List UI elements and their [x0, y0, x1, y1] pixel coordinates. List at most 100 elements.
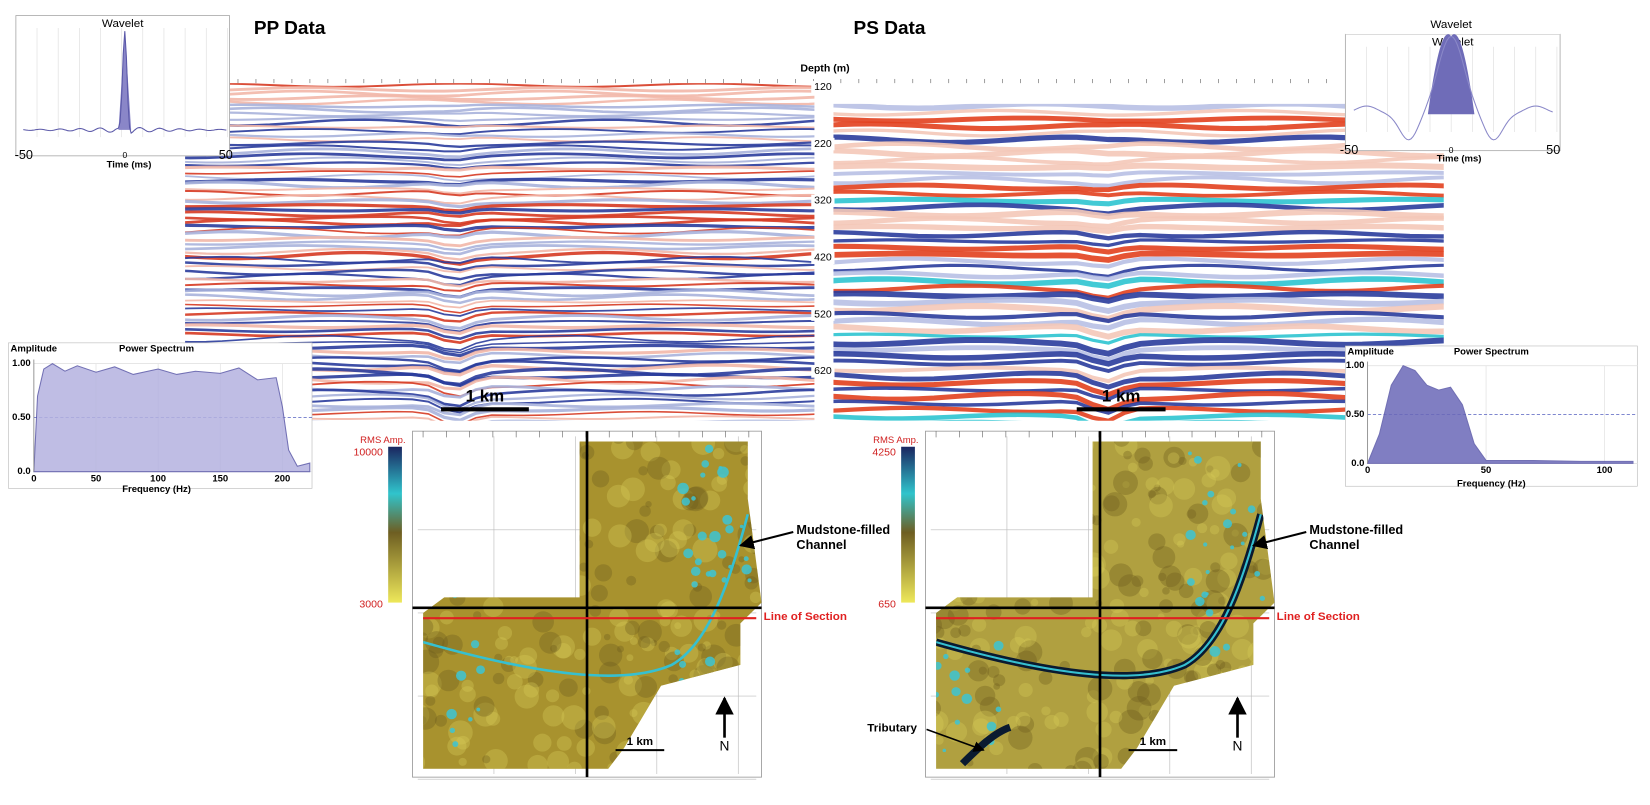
- reflector: [185, 282, 815, 292]
- spectrum-area: [33, 363, 311, 473]
- map-texture: [1215, 659, 1226, 670]
- reflector: [833, 170, 1444, 178]
- section-title: PS Data: [854, 17, 926, 38]
- map-anomaly: [1205, 592, 1209, 596]
- map-texture: [1084, 617, 1097, 629]
- map-texture: [1064, 765, 1078, 769]
- map-texture: [635, 539, 659, 563]
- map-texture: [749, 591, 762, 604]
- map-texture: [1230, 463, 1251, 483]
- reflector: [185, 230, 815, 240]
- map-texture: [1165, 620, 1183, 637]
- map-texture: [978, 666, 987, 675]
- map-texture: [1138, 704, 1153, 718]
- reflector: [833, 337, 1444, 357]
- annotation-arrow: [738, 530, 794, 550]
- reflector: [185, 327, 815, 341]
- map-anomaly: [1207, 490, 1215, 498]
- spectrum-y-tick-label: 0.0: [17, 465, 30, 476]
- map-texture: [660, 475, 676, 491]
- reflector: [833, 175, 1444, 188]
- map-anomaly: [449, 727, 456, 734]
- map-texture: [1009, 636, 1027, 654]
- reflector: [185, 144, 815, 153]
- reflector: [185, 128, 815, 135]
- spectrum-area: [1366, 365, 1634, 464]
- reflector: [833, 296, 1444, 315]
- spectrum-y-tick-label: 1.00: [12, 357, 31, 368]
- map-anomaly: [1222, 643, 1231, 651]
- map-texture: [1206, 592, 1230, 616]
- colorbar: [388, 446, 402, 603]
- section-label: Line of Section: [764, 611, 847, 623]
- reflector: [833, 290, 1444, 304]
- reflector: [185, 247, 815, 261]
- map-texture: [1178, 583, 1194, 599]
- map-texture: [936, 699, 942, 718]
- map-texture: [1075, 747, 1101, 769]
- map-anomaly: [961, 693, 973, 704]
- depth-label-bg: [811, 365, 835, 378]
- map-texture: [1102, 492, 1128, 517]
- map-texture: [455, 735, 470, 750]
- reflector: [185, 218, 815, 227]
- wavelet-curve: [23, 31, 227, 134]
- map-texture: [527, 754, 548, 769]
- map-texture: [591, 470, 610, 488]
- map-texture: [658, 640, 670, 653]
- map-texture: [423, 632, 429, 644]
- reflector: [185, 140, 815, 148]
- map-texture: [1156, 477, 1175, 496]
- map-texture: [936, 710, 949, 732]
- map-texture: [539, 631, 562, 654]
- map-texture: [561, 705, 587, 730]
- map-texture: [712, 448, 725, 460]
- map-texture: [1109, 598, 1125, 614]
- seismic-section: [833, 103, 1444, 421]
- reflector: [185, 103, 815, 109]
- spectrum-x-tick-label: 0: [31, 473, 36, 484]
- reflector: [833, 162, 1444, 172]
- map-texture: [702, 641, 711, 650]
- map-texture: [1127, 681, 1150, 703]
- map-texture: [458, 757, 467, 766]
- map-texture: [495, 637, 509, 650]
- reflector: [833, 229, 1444, 241]
- map-texture: [1136, 682, 1161, 707]
- reflector: [185, 210, 815, 218]
- wavelet-title: Wavelet: [102, 18, 144, 30]
- map-texture: [1163, 446, 1185, 468]
- map-texture: [713, 652, 733, 672]
- map-anomaly: [1242, 531, 1248, 537]
- map-texture: [603, 633, 611, 641]
- reflector: [185, 260, 815, 272]
- map-texture: [738, 556, 745, 563]
- map-texture: [711, 476, 728, 492]
- map-texture: [423, 649, 440, 675]
- reflector: [185, 203, 815, 213]
- map-texture: [1190, 625, 1202, 637]
- map-texture: [594, 564, 613, 582]
- map-anomaly: [705, 571, 712, 577]
- map-texture: [1205, 455, 1231, 481]
- map-texture: [423, 707, 437, 730]
- map-texture: [1015, 711, 1031, 727]
- reflector: [833, 276, 1444, 289]
- reflector: [185, 116, 815, 122]
- map-texture: [1149, 494, 1173, 518]
- map-texture: [1192, 626, 1202, 635]
- annotation-arrow: [926, 728, 985, 752]
- spectrum-title: Power Spectrum: [1454, 346, 1529, 357]
- map-anomaly: [679, 660, 687, 668]
- reflector: [833, 182, 1444, 193]
- reflector: [185, 136, 815, 143]
- map-texture: [606, 484, 631, 508]
- map-anomaly: [697, 531, 707, 541]
- channel-label: Mudstone-filled: [796, 523, 890, 537]
- map-anomaly: [717, 466, 729, 478]
- map-texture: [629, 637, 638, 645]
- map-texture: [993, 683, 1001, 690]
- map-anomaly: [476, 665, 485, 675]
- map-texture: [1014, 625, 1037, 648]
- map-texture: [972, 718, 990, 736]
